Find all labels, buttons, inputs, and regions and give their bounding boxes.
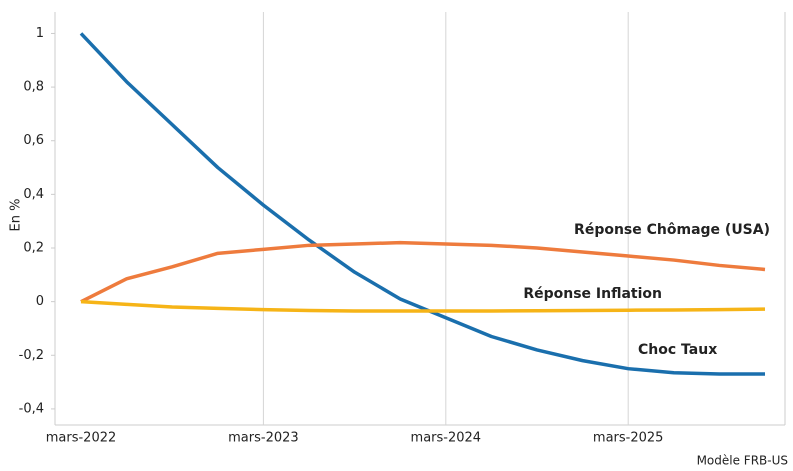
series-line xyxy=(79,32,765,376)
y-tick-label: 0,8 xyxy=(23,80,44,95)
y-axis-label: En % xyxy=(9,199,24,232)
series-line xyxy=(80,240,766,304)
x-tick-label: mars-2024 xyxy=(411,431,482,446)
x-tick-label: mars-2022 xyxy=(46,431,117,446)
y-tick-label: 1 xyxy=(36,26,44,41)
y-tick-label: 0,2 xyxy=(23,241,44,256)
series-label: Réponse Chômage (USA) xyxy=(574,222,770,238)
series-label: Choc Taux xyxy=(638,342,717,358)
y-tick-label: -0,4 xyxy=(19,401,44,416)
y-tick-label: 0,6 xyxy=(23,133,44,148)
x-tick-label: mars-2023 xyxy=(228,431,299,446)
y-tick-label: 0 xyxy=(36,294,44,309)
x-tick-label: mars-2025 xyxy=(593,431,664,446)
y-tick-label: -0,2 xyxy=(19,348,44,363)
series-line xyxy=(80,299,766,313)
series-label: Réponse Inflation xyxy=(523,286,662,302)
y-tick-label: 0,4 xyxy=(23,187,44,202)
source: Modèle FRB-US xyxy=(697,454,788,468)
